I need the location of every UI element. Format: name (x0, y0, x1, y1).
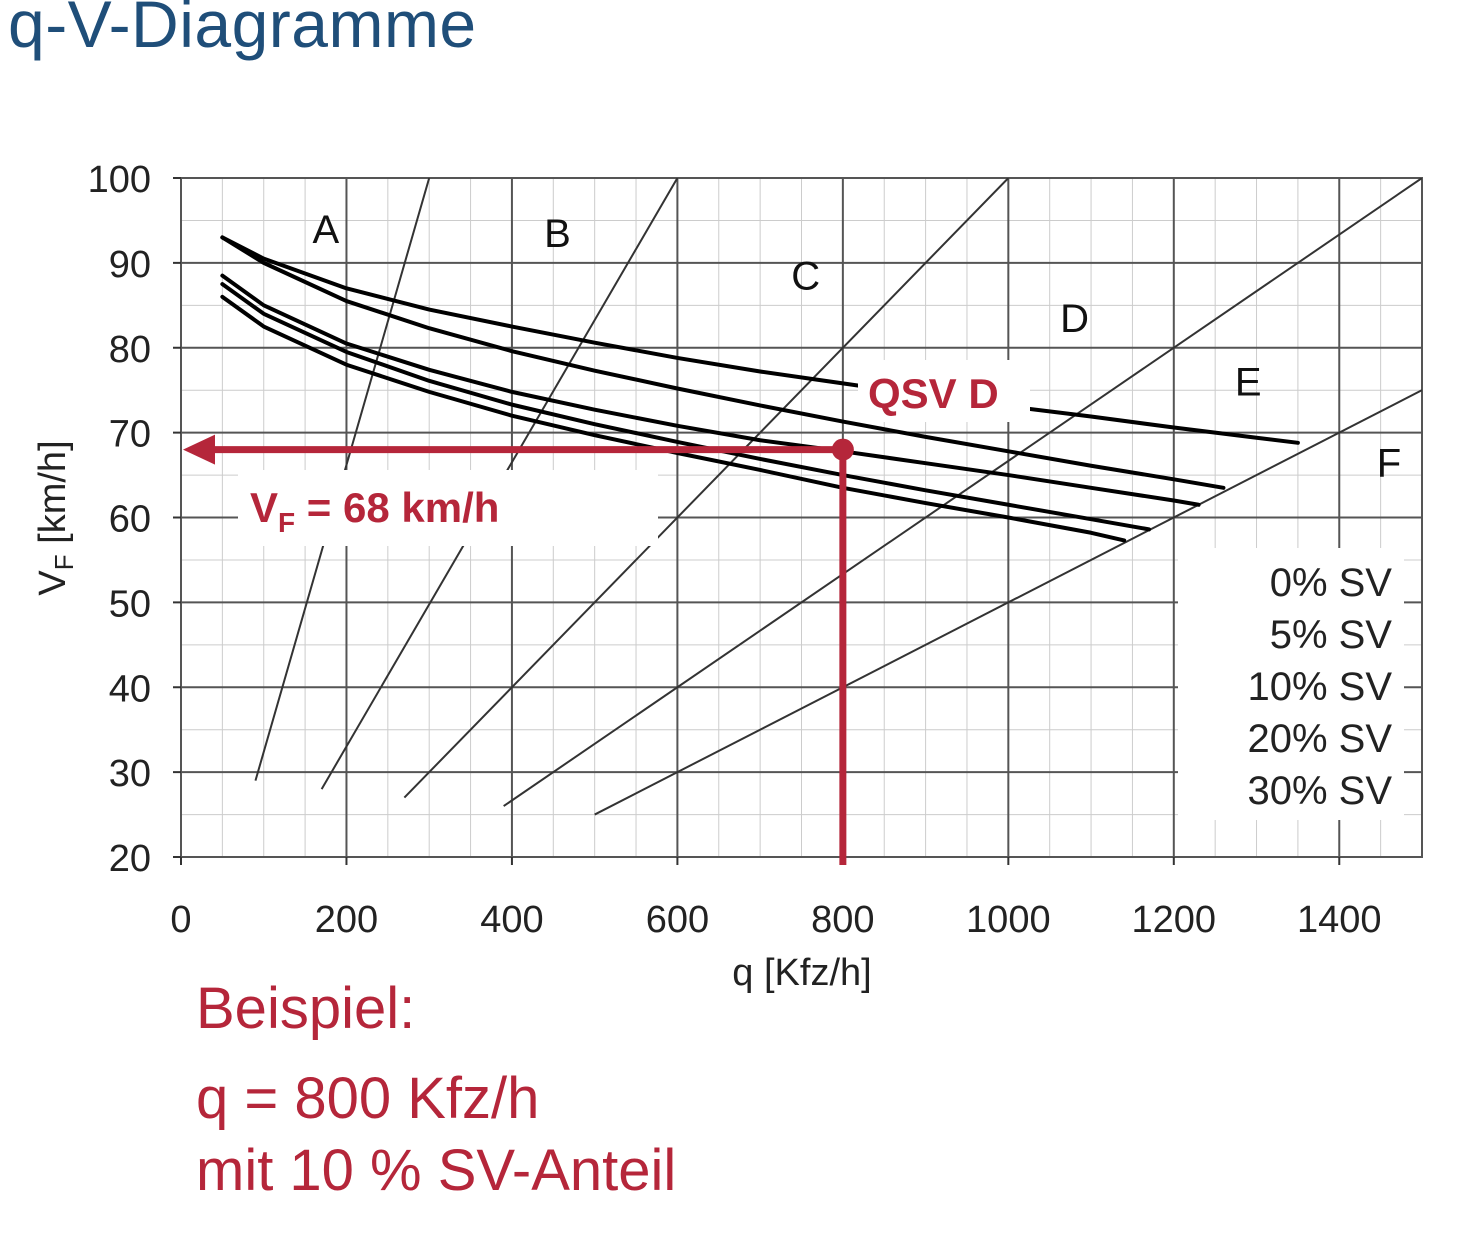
qsv-boundary-line (594, 389, 1422, 816)
qsv-level-d: D (1060, 297, 1089, 341)
x-axis-label: q [Kfz/h] (732, 952, 871, 994)
y-tick-label: 30 (109, 753, 151, 795)
curve-20sv (220, 282, 1151, 532)
y-tick-label: 70 (109, 414, 151, 456)
qsv-level-a: A (312, 208, 339, 252)
y-tick-label: 40 (109, 668, 151, 710)
curve-5sv (220, 235, 1226, 490)
legend-entry: 0% SV (1270, 561, 1393, 605)
vf-result-value: = 68 km/h (295, 484, 499, 531)
qsv-level-b: B (544, 212, 571, 256)
qsv-level-f: F (1377, 441, 1401, 485)
qsv-result-label: QSV D (868, 370, 999, 417)
x-tick-label: 1000 (966, 899, 1051, 941)
legend-entry: 5% SV (1270, 613, 1393, 657)
vf-result-sub: F (278, 507, 295, 538)
example-heavy-vehicle-share: mit 10 % SV-Anteil (196, 1138, 677, 1203)
y-axis-label-sub: F (49, 554, 79, 570)
y-tick-label: 90 (109, 244, 151, 286)
page-title: q-V-Diagramme (8, 0, 477, 61)
y-tick-label: 60 (109, 499, 151, 541)
vf-result-label: VF = 68 km/h (250, 484, 499, 538)
x-tick-label: 600 (646, 899, 709, 941)
x-tick-label: 800 (811, 899, 874, 941)
y-axis-label-unit: [km/h] (32, 440, 74, 554)
x-tick-label: 1400 (1297, 899, 1382, 941)
chart-labels: A B C D E F 0% SV 5% SV 10% SV 20% SV 30% SV (312, 208, 1401, 813)
legend-mask (1178, 548, 1404, 820)
speed-arrow-head (183, 434, 215, 465)
y-tick-label: 20 (109, 838, 151, 880)
qsv-boundary-line (403, 178, 1010, 799)
legend-entry: 30% SV (1247, 769, 1392, 813)
y-tick-label: 50 (109, 583, 151, 625)
y-axis-label-main: V (32, 570, 74, 596)
vf-result-main: V (250, 484, 278, 531)
x-tick-label: 400 (480, 899, 543, 941)
y-tick-label: 80 (109, 329, 151, 371)
x-tick-label: 1200 (1132, 899, 1217, 941)
qsv-level-c: C (791, 255, 820, 299)
y-tick-label: 100 (88, 159, 151, 201)
y-axis-label: VF [km/h] (32, 440, 79, 595)
qsv-boundary-line (503, 178, 1422, 807)
curve-10sv (220, 273, 1201, 507)
x-tick-label: 0 (170, 899, 191, 941)
example-annotation: QSV D VF = 68 km/h (183, 370, 999, 865)
example-point (831, 438, 854, 461)
legend-entry: 10% SV (1247, 665, 1392, 709)
qsv-boundary-lines (254, 178, 1422, 816)
speed-flow-curves (220, 235, 1300, 543)
example-heading: Beispiel: (196, 976, 416, 1041)
curve-0sv (220, 235, 1300, 445)
legend-entry: 20% SV (1247, 717, 1392, 761)
qsv-level-e: E (1235, 361, 1262, 405)
example-flow-value: q = 800 Kfz/h (196, 1066, 540, 1131)
label-masks (238, 360, 1404, 820)
vf-label-mask (238, 470, 658, 546)
x-tick-label: 200 (315, 899, 378, 941)
qsv-label-mask (858, 360, 1030, 422)
